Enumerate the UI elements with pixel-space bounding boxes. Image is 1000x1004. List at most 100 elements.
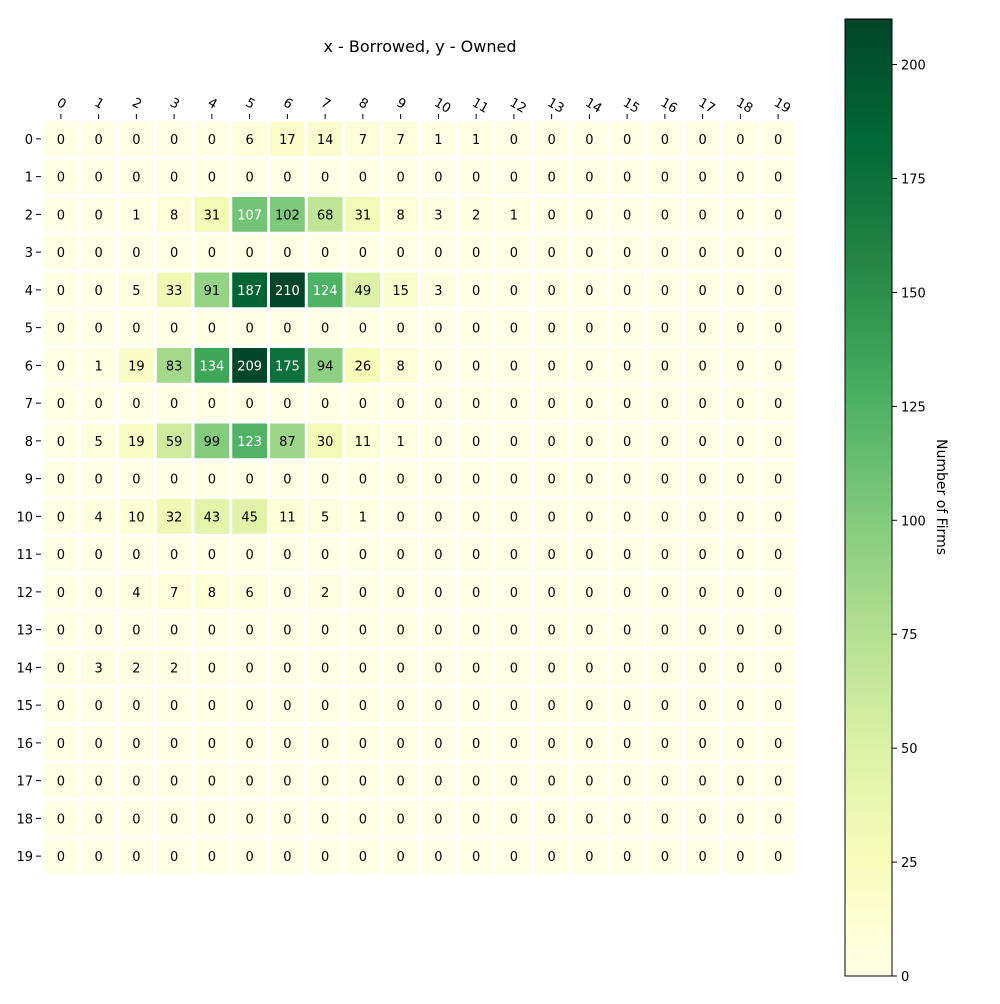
y-tick-label: 11 [16, 548, 33, 563]
heatmap-cell [307, 801, 343, 836]
cell-value-label: 0 [170, 397, 178, 412]
cell-value-label: 0 [132, 473, 140, 488]
heatmap-cell [194, 385, 230, 421]
heatmap-cell [421, 650, 456, 685]
cell-value-label: 26 [355, 359, 372, 374]
heatmap-cell [723, 197, 758, 232]
cell-value-label: 0 [283, 473, 291, 488]
cell-value-label: 0 [736, 397, 744, 412]
cell-value-label: 187 [237, 284, 262, 299]
cell-value-label: 0 [434, 359, 442, 374]
cell-value-label: 0 [698, 699, 706, 714]
cell-value-label: 0 [434, 737, 442, 752]
cell-value-label: 0 [170, 548, 178, 563]
heatmap-cell [572, 499, 607, 534]
heatmap-cell [156, 385, 192, 421]
heatmap-cell [270, 461, 305, 496]
cell-value-label: 0 [698, 661, 706, 676]
heatmap-cell [270, 197, 305, 232]
heatmap-cell [383, 310, 418, 345]
cell-value-label: 0 [472, 510, 480, 525]
cell-value-label: 0 [208, 548, 216, 563]
cell-value-label: 0 [623, 661, 631, 676]
colorbar-tick-label: 175 [901, 173, 926, 188]
cell-value-label: 0 [736, 775, 744, 790]
cell-value-label: 0 [585, 133, 593, 148]
cell-value-label: 0 [736, 586, 744, 601]
cell-value-label: 2 [170, 661, 178, 676]
heatmap-cell [43, 348, 79, 383]
cell-value-label: 0 [283, 737, 291, 752]
heatmap-cell [760, 687, 796, 723]
heatmap-cell [345, 159, 381, 194]
heatmap-cell [609, 385, 645, 421]
cell-value-label: 0 [472, 699, 480, 714]
heatmap-cell [647, 385, 683, 421]
heatmap-cell [119, 650, 154, 685]
cell-value-label: 0 [245, 473, 253, 488]
cell-value-label: 0 [547, 624, 555, 639]
heatmap-cell [609, 272, 645, 308]
heatmap-cell [232, 725, 267, 761]
cell-value-label: 0 [547, 133, 555, 148]
cell-value-label: 0 [623, 284, 631, 299]
cell-value-label: 59 [166, 435, 183, 450]
heatmap-cell [496, 423, 532, 459]
cell-value-label: 45 [241, 510, 258, 525]
cell-value-label: 0 [623, 510, 631, 525]
heatmap-cell [307, 650, 343, 685]
heatmap-cell [43, 574, 79, 610]
cell-value-label: 0 [547, 208, 555, 223]
heatmap-cell [383, 499, 418, 534]
heatmap-cell [685, 461, 720, 496]
y-tick-label: 14 [16, 661, 33, 676]
cell-value-label: 99 [204, 435, 221, 450]
cell-value-label: 0 [698, 812, 706, 827]
cell-value-label: 0 [208, 133, 216, 148]
heatmap-cell [119, 310, 154, 345]
heatmap-cell [307, 838, 343, 874]
cell-value-label: 0 [698, 737, 706, 752]
heatmap-cell [723, 461, 758, 496]
cell-value-label: 0 [774, 473, 782, 488]
heatmap-cell [156, 801, 192, 836]
cell-value-label: 5 [94, 435, 102, 450]
cell-value-label: 0 [170, 246, 178, 261]
cell-value-label: 0 [547, 435, 555, 450]
heatmap-cell [760, 499, 796, 534]
cell-value-label: 0 [434, 246, 442, 261]
cell-value-label: 0 [547, 473, 555, 488]
cell-value-label: 0 [94, 586, 102, 601]
cell-value-label: 0 [57, 322, 65, 337]
cell-value-label: 14 [317, 133, 334, 148]
cell-value-label: 0 [359, 397, 367, 412]
heatmap-cell [119, 574, 154, 610]
cell-value-label: 210 [275, 284, 300, 299]
heatmap-cell [270, 763, 305, 798]
x-axis-ticks: 0 1 2 3 4 5 6 7 8 9 10 11 12 13 14 15 16 17 18 19 [54, 95, 793, 119]
heatmap-cell [119, 612, 154, 647]
heatmap-cell [81, 612, 116, 647]
cell-value-label: 0 [94, 548, 102, 563]
y-tick-label: 6 [25, 359, 33, 374]
heatmap-cell [270, 310, 305, 345]
cell-value-label: 0 [585, 171, 593, 186]
y-tick-label: 10 [16, 510, 33, 525]
cell-value-label: 0 [547, 548, 555, 563]
heatmap-cell [685, 687, 720, 723]
heatmap-cell [119, 348, 154, 383]
cell-value-label: 0 [510, 397, 518, 412]
cell-value-label: 0 [774, 133, 782, 148]
cell-value-label: 0 [170, 812, 178, 827]
heatmap-cell [496, 725, 532, 761]
heatmap-cell [119, 499, 154, 534]
heatmap-cell [572, 650, 607, 685]
heatmap-cell [609, 536, 645, 572]
cell-value-label: 0 [94, 699, 102, 714]
heatmap-cell [534, 801, 569, 836]
cell-value-label: 0 [472, 435, 480, 450]
heatmap-cell [383, 838, 418, 874]
heatmap-cell [760, 461, 796, 496]
heatmap-cell [572, 272, 607, 308]
heatmap-cell [572, 385, 607, 421]
